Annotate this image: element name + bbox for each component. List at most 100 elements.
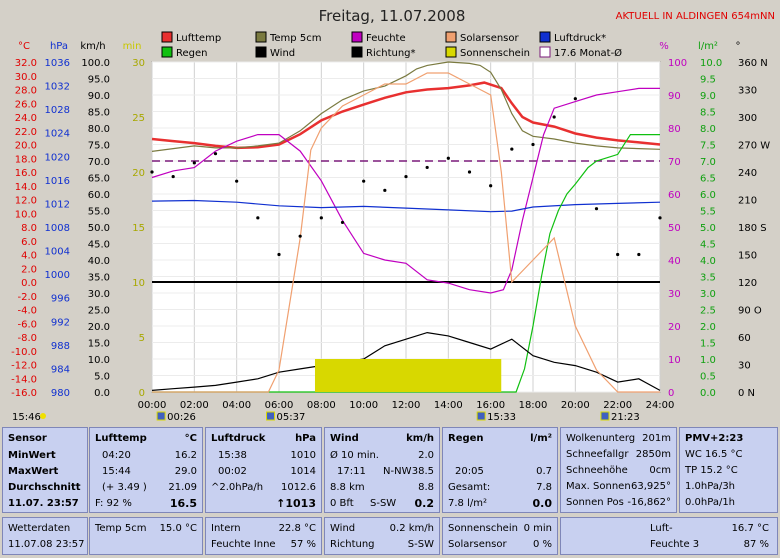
- legend-label: Lufttemp: [176, 33, 221, 44]
- legend-swatch: [161, 46, 173, 58]
- regen-unit: l/m²: [530, 433, 552, 444]
- wind-axis-label: 5.0: [94, 372, 110, 383]
- footer-intern-value: 22.8 °C: [278, 523, 316, 534]
- legend-label: 17.6 Monat-Ø: [554, 47, 622, 59]
- sun-axis-label: 15: [132, 223, 145, 234]
- summary-pmv-panel: PMV+2:23 WC 16.5 °C TP 15.2 °C 1.0hPa/3h…: [679, 427, 778, 513]
- direction-point: [425, 165, 429, 170]
- x-tick-label: 00:00: [138, 400, 167, 411]
- footer-solar-label: Solarsensor: [448, 539, 507, 550]
- axis-unit-celsius: °C: [18, 41, 30, 52]
- time-marker-label: 00:26: [167, 412, 196, 423]
- weather-chart: Freitag, 11.07.2008 AKTUELL IN ALDINGEN …: [11, 7, 775, 423]
- wind-axis-label: 80.0: [88, 124, 110, 135]
- humidity-axis-label: 80: [668, 124, 681, 135]
- rain-axis-label: 0.0: [700, 388, 716, 399]
- legend-label: Temp 5cm: [269, 33, 321, 44]
- regen-sum: 7.8 l/m²: [448, 498, 487, 509]
- pmv-trend-3h: 1.0hPa/3h: [685, 481, 736, 492]
- series-line: [152, 134, 660, 393]
- temp-axis-label: -14.0: [11, 374, 37, 385]
- temp-axis-label: 16.0: [15, 168, 37, 179]
- pmv-trend-1h: 0.0hPa/1h: [685, 497, 736, 508]
- legend-swatch: [445, 31, 457, 43]
- direction-point: [510, 147, 514, 151]
- extra-maxsun-label: Max. Sonnen: [566, 481, 631, 492]
- footer-intern-panel: Intern 22.8 °C Feuchte Inne 57 %: [205, 517, 322, 555]
- humidity-axis-label: 30: [668, 289, 681, 300]
- chart-title: Freitag, 11.07.2008: [319, 7, 466, 25]
- rain-axis-label: 1.5: [700, 339, 716, 350]
- legend-label: Regen: [176, 48, 208, 59]
- luftdruck-min-value: 1010: [290, 450, 316, 461]
- footer-luft-value: 16.7 °C: [731, 523, 769, 534]
- footer-temp5cm-label: Temp 5cm: [95, 523, 147, 534]
- legend-label: Wind: [270, 48, 295, 59]
- x-tick-label: 16:00: [476, 400, 505, 411]
- wind-axis-label: 10.0: [88, 355, 110, 366]
- direction-axis-label: 90 O: [738, 306, 762, 317]
- direction-point: [340, 220, 345, 225]
- wind-unit: km/h: [406, 433, 434, 444]
- time-marker-label: 15:33: [487, 412, 516, 423]
- direction-point: [298, 234, 302, 238]
- temp-axis-label: 10.0: [15, 209, 37, 220]
- temp-axis-label: -6.0: [17, 319, 37, 330]
- legend-label: Luftdruck*: [554, 33, 606, 44]
- footer-intern-humidity-value: 57 %: [290, 539, 316, 550]
- extra-maxsun-value: 63,925°: [631, 481, 671, 492]
- wind-max-dir: N-NW: [383, 466, 412, 477]
- axis-unit-min: min: [123, 41, 142, 52]
- pmv-dewpoint: TP 15.2 °C: [685, 465, 738, 476]
- rain-axis-label: 6.5: [700, 174, 716, 185]
- direction-point: [213, 152, 218, 156]
- series-line: [151, 87, 660, 294]
- direction-axis-label: 360 N: [738, 58, 768, 69]
- pressure-axis-label: 988: [51, 341, 70, 352]
- extra-sunpos-label: Sonnen Pos: [566, 497, 624, 508]
- rain-axis-label: 0.5: [700, 372, 716, 383]
- direction-axis-label: 60: [738, 333, 751, 344]
- rain-axis-label: 4.0: [700, 256, 716, 267]
- footer-sunshine-label: Sonnenschein: [448, 523, 518, 534]
- extra-cloudbase-value: 201m: [642, 433, 671, 444]
- pressure-axis-label: 984: [51, 364, 70, 375]
- luftdruck-unit: hPa: [295, 433, 316, 444]
- rain-axis-label: 8.0: [700, 124, 716, 135]
- lufttemp-avg-delta: (+ 3.49 ): [102, 482, 147, 493]
- direction-axis-label: 210: [738, 196, 757, 207]
- temp-axis-label: -2.0: [17, 292, 37, 303]
- x-tick-label: 04:00: [222, 400, 251, 411]
- pmv-windchill: WC 16.5 °C: [685, 449, 743, 460]
- extra-cloudbase-label: Wolkenunterg: [566, 433, 636, 444]
- x-tick-label: 24:00: [646, 400, 675, 411]
- rain-axis-label: 2.0: [700, 322, 716, 333]
- time-marker-label: 05:37: [277, 412, 306, 423]
- sensor-row-max: MaxWert: [8, 466, 59, 477]
- lufttemp-avg-value: 21.09: [168, 482, 197, 493]
- direction-point: [489, 184, 493, 188]
- legend-swatch: [539, 46, 551, 58]
- legend-swatch: [351, 46, 363, 58]
- luftdruck-title: Luftdruck: [211, 433, 266, 444]
- time-marker-icon: [600, 411, 610, 421]
- sunshine-bar: [314, 359, 502, 392]
- sun-axis-label: 10: [132, 278, 145, 289]
- temp-axis-label: 12.0: [15, 196, 37, 207]
- footer-wind-panel: Wind 0.2 km/h Richtung S-SW: [324, 517, 440, 555]
- extra-snowdepth-value: 0cm: [649, 465, 671, 476]
- humidity-axis-label: 70: [668, 157, 681, 168]
- legend-swatch: [161, 31, 173, 43]
- rain-axis-label: 9.0: [700, 91, 716, 102]
- left-corner-time: 15:46: [12, 412, 41, 423]
- rain-axis-label: 7.0: [700, 157, 716, 168]
- axis-unit-lm2: l/m²: [698, 41, 718, 52]
- x-tick-label: 22:00: [603, 400, 632, 411]
- pmv-title: PMV+2:23: [685, 433, 744, 444]
- footer-direction-value: S-SW: [407, 539, 434, 550]
- wind-axis-label: 100.0: [81, 58, 110, 69]
- legend-label: Sonnenschein: [460, 48, 530, 59]
- luftdruck-max-value: 1014: [290, 466, 316, 477]
- direction-point: [552, 115, 556, 119]
- direction-axis-label: 240: [738, 168, 757, 179]
